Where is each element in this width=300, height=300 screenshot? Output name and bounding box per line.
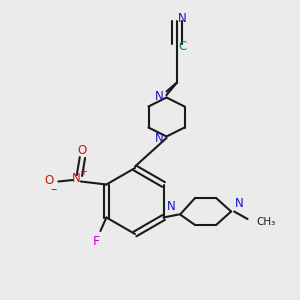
Text: O: O [78,144,87,158]
Text: N: N [154,131,164,145]
Text: N: N [154,89,164,103]
Text: +: + [79,167,87,177]
Text: C: C [178,40,187,53]
Text: O: O [45,173,54,187]
Text: N: N [167,200,176,213]
Text: N: N [72,172,81,185]
Text: F: F [92,235,100,248]
Text: –: – [50,183,56,196]
Text: CH₃: CH₃ [256,217,276,227]
Text: N: N [235,196,244,210]
Text: N: N [178,11,187,25]
